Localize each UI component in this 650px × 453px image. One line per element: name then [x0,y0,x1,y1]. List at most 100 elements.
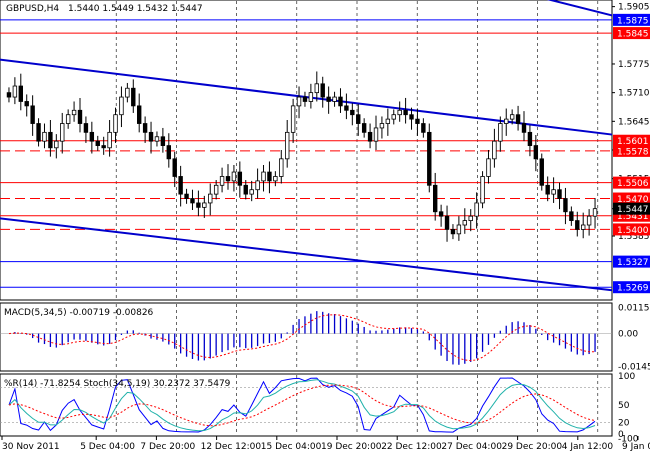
level-tag-label: 1.5578 [617,147,649,157]
candle-body [190,198,195,204]
price-tick-label: 1.5710 [618,89,650,99]
time-tick-label: 19 Dec 20:00 [321,442,382,452]
candle-body [379,123,385,129]
current-price-tag [613,202,650,215]
candles [6,71,598,242]
candle-body [296,96,302,107]
candle-body [539,158,544,186]
candle-body [575,220,580,230]
level-tag-label: 1.5470 [617,195,649,205]
osc-axis: 100 50 20 0-100 [618,372,639,445]
osc-label: %R(14) -71.8254 Stoch(34,5,19) 30.2372 3… [4,379,231,389]
candle-body [30,105,35,124]
candle-body [492,140,497,160]
candle-body [213,184,219,195]
candle-body [60,123,65,142]
stoch-main-line [8,379,596,432]
candle-body [308,92,314,102]
candle-body [36,123,41,142]
candle-body [290,105,296,133]
candle-body [521,123,527,133]
time-tick-label: 5 Dec 04:00 [80,442,135,452]
candle-body [314,83,319,94]
candle-body [444,215,450,230]
osc-axis-label: 0 [618,430,624,440]
candle-body [208,193,213,204]
candle-body [338,96,343,107]
candle-body [409,114,414,120]
candle-body [462,220,467,226]
time-tick-label: 7 Dec 20:00 [140,442,195,452]
candle-body [468,215,473,221]
candle-body [527,131,533,146]
macd-axis-label: -0.01451 [618,363,650,373]
candle-body [184,193,189,199]
candle-body [113,114,118,133]
candle-body [219,176,225,186]
candle-body [243,184,248,195]
level-tag [613,176,650,189]
candle-body [54,140,59,149]
candle-body [24,101,29,107]
candle-body [432,184,438,213]
candle-body [18,85,23,102]
candle-body [391,114,396,120]
candle-body [131,87,136,107]
candle-body [160,136,166,146]
osc-axis-label: 20 [618,418,630,428]
candle-body [344,105,349,111]
candle-body [403,109,408,116]
candle-body [563,198,568,213]
time-tick-label: 30 Nov 2011 [2,442,60,452]
level-tag-label: 1.5875 [617,16,649,26]
osc-axis-label: 50 [618,401,630,411]
candle-body [373,127,379,142]
candle-body [509,114,515,120]
price-tick-label: 1.5905 [618,3,650,13]
candle-body [65,114,71,124]
time-tick-label: 22 Dec 12:00 [381,442,442,452]
channel-line [546,0,613,17]
candle-body [504,118,509,124]
level-tags: 1.58751.58451.56011.55781.55061.54701.54… [613,13,650,294]
candle-body [356,114,361,124]
candle-body [125,87,130,98]
price-tick-label: 1.5645 [618,117,650,127]
macd-axis: 0.01151 0.00 -0.01451 [618,303,650,372]
level-tag [613,27,650,40]
candle-body [42,131,47,142]
level-tag-label: 1.5400 [617,226,649,236]
candle-body [71,109,77,116]
candle-body [332,96,337,102]
candle-body [119,96,124,116]
current-price-label: 1.5447 [617,205,649,215]
level-tag [613,144,650,157]
candle-body [279,158,284,177]
time-axis: 30 Nov 2011 5 Dec 04:00 7 Dec 20:00 12 Dec … [1,436,650,452]
candle-body [498,123,503,142]
level-tag [613,281,650,294]
candle-body [320,83,325,98]
candle-body [6,92,12,98]
level-tag [613,255,650,268]
candle-body [95,140,100,146]
ohlc-header: 1.5440 1.5449 1.5432 1.5447 [68,4,203,14]
main-panel [0,0,613,301]
level-tag-label: 1.5506 [617,179,649,189]
macd-label: MACD(5,34,5) -0.00719 -0.00826 [4,308,154,318]
time-tick-label: 12 Dec 12:00 [201,442,262,452]
candle-body [101,145,106,149]
candle-body [592,208,598,217]
candle-body [148,131,154,142]
candle-body [385,118,391,124]
candle-body [136,105,142,124]
candle-body [154,136,160,142]
candle-body [474,202,479,217]
level-tag [613,13,650,26]
candle-body [202,202,207,208]
candle-body [421,123,426,133]
candle-body [427,131,432,186]
candle-body [545,184,550,195]
